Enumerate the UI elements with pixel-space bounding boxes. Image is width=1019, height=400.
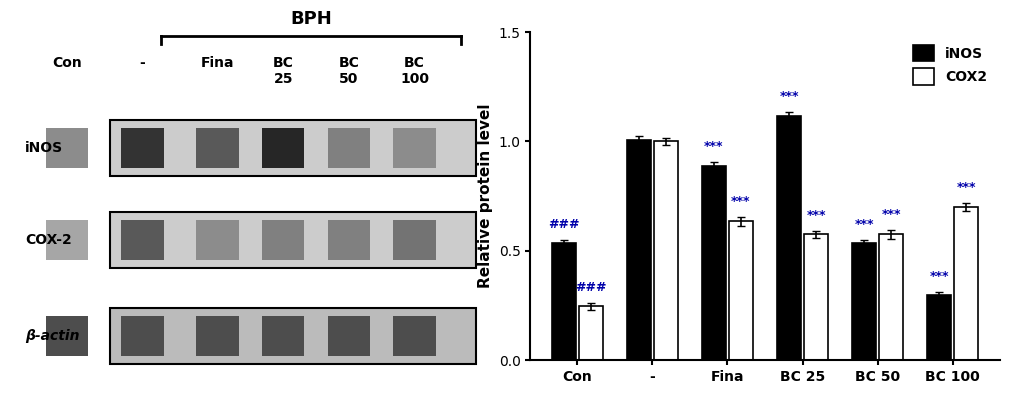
FancyBboxPatch shape [197,316,238,356]
Bar [627,140,650,360]
Text: β-actin: β-actin [25,329,79,343]
Bar [878,234,902,360]
Text: Fina: Fina [201,56,234,70]
Text: ***: *** [854,218,873,231]
Text: -: - [140,56,145,70]
Bar [926,296,951,360]
Text: iNOS: iNOS [25,141,63,155]
FancyBboxPatch shape [327,220,370,260]
Bar [578,306,602,360]
FancyBboxPatch shape [197,128,238,168]
FancyBboxPatch shape [121,316,163,356]
FancyBboxPatch shape [197,220,238,260]
FancyBboxPatch shape [109,212,475,268]
Text: BC
25: BC 25 [272,56,293,86]
FancyBboxPatch shape [327,316,370,356]
Text: ###: ### [547,218,579,231]
Text: BC
100: BC 100 [399,56,429,86]
Text: ***: *** [928,270,948,284]
Text: Con: Con [52,56,83,70]
FancyBboxPatch shape [393,128,435,168]
Text: ***: *** [731,195,750,208]
Bar [954,207,977,360]
Y-axis label: Relative protein level: Relative protein level [478,104,492,288]
Text: COX-2: COX-2 [25,233,71,247]
Text: ###: ### [575,282,606,294]
Bar [551,243,575,360]
FancyBboxPatch shape [262,316,304,356]
FancyBboxPatch shape [46,316,89,356]
FancyBboxPatch shape [46,220,89,260]
Text: ***: *** [779,90,798,103]
Bar [803,234,827,360]
Bar [729,221,752,360]
Text: BC
50: BC 50 [338,56,359,86]
FancyBboxPatch shape [121,220,163,260]
Bar [653,141,678,360]
FancyBboxPatch shape [109,120,475,176]
Text: ***: *** [956,181,975,194]
Text: ***: *** [703,140,722,153]
FancyBboxPatch shape [262,220,304,260]
Text: ***: *** [806,209,825,222]
Bar [776,116,800,360]
FancyBboxPatch shape [109,308,475,364]
FancyBboxPatch shape [121,128,163,168]
FancyBboxPatch shape [46,128,89,168]
Bar [851,243,875,360]
FancyBboxPatch shape [393,316,435,356]
Text: BPH: BPH [290,10,332,28]
FancyBboxPatch shape [327,128,370,168]
Bar [701,166,726,360]
FancyBboxPatch shape [393,220,435,260]
FancyBboxPatch shape [262,128,304,168]
Legend: iNOS, COX2: iNOS, COX2 [907,39,991,91]
Text: ***: *** [880,208,900,221]
